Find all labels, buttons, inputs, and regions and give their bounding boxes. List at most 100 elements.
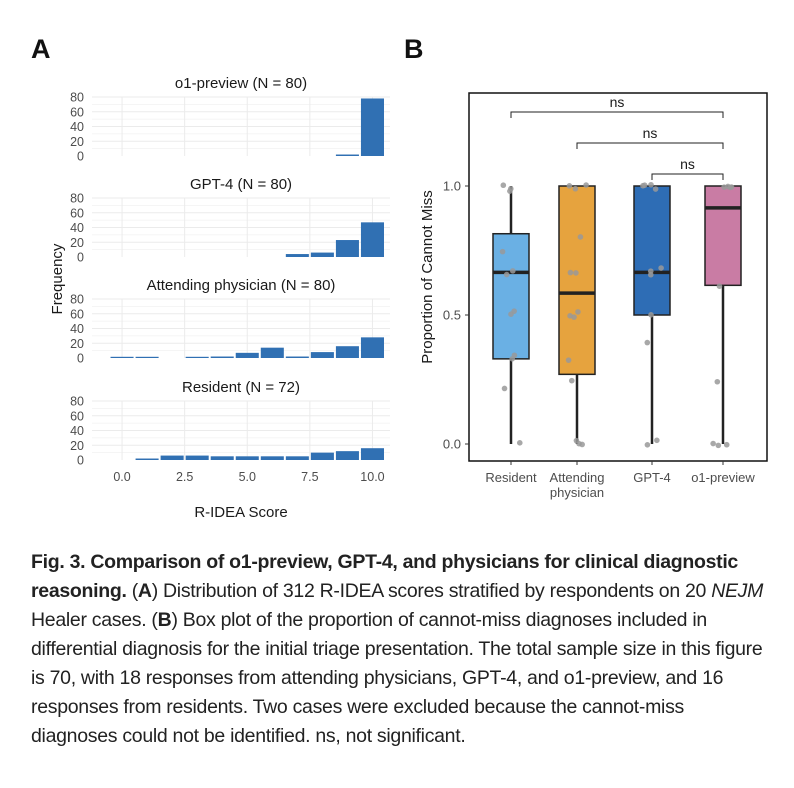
- caption-a-pre: (: [126, 580, 139, 602]
- significance-bracket: [576, 142, 724, 149]
- histogram-bar: [335, 240, 359, 257]
- data-point: [647, 271, 654, 278]
- data-point: [566, 183, 573, 189]
- y-tick-label: 60: [70, 409, 84, 423]
- data-point: [571, 314, 577, 320]
- x-tick-label: o1-preview: [691, 470, 755, 485]
- x-tick-label-line2: physician: [550, 485, 604, 500]
- data-point: [644, 339, 651, 346]
- histogram-bar: [285, 356, 309, 358]
- histogram-bar: [260, 456, 284, 460]
- data-point: [644, 441, 651, 448]
- data-point: [575, 309, 581, 315]
- y-tick-label: 0: [77, 454, 84, 468]
- histogram-bar: [335, 451, 359, 460]
- histogram-bar: [160, 455, 184, 460]
- box: [633, 185, 671, 316]
- y-tick-label: 40: [70, 221, 84, 235]
- histogram-bar: [310, 452, 334, 460]
- data-point: [648, 312, 654, 318]
- histogram-bar: [235, 456, 259, 460]
- histogram-bar: [360, 98, 384, 156]
- data-point: [716, 283, 723, 289]
- x-tick-label: 7.5: [301, 470, 318, 484]
- y-tick-label: 80: [70, 293, 84, 307]
- x-tick-label: Resident: [485, 470, 537, 485]
- box-group: [633, 181, 671, 448]
- significance-bracket: [651, 173, 724, 180]
- data-point: [508, 311, 514, 318]
- y-tick-label: 40: [70, 424, 84, 438]
- y-tick-label: 0: [77, 352, 84, 366]
- box: [492, 232, 530, 360]
- y-axis-label: Proportion of Cannot Miss: [419, 190, 436, 363]
- x-tick-label: Attending: [550, 470, 605, 485]
- data-point: [654, 437, 660, 444]
- data-point: [648, 181, 654, 188]
- caption-a-label: A: [137, 580, 152, 602]
- data-point: [503, 271, 510, 278]
- y-tick-label: 40: [70, 120, 84, 134]
- histogram-bar: [135, 458, 159, 460]
- y-tick-label: 80: [70, 192, 84, 206]
- data-point: [715, 442, 722, 449]
- data-point: [509, 268, 516, 274]
- y-tick-label: 20: [70, 337, 84, 351]
- histogram-bar: [335, 346, 359, 358]
- data-point: [516, 440, 523, 446]
- histogram-bar: [310, 352, 334, 358]
- box-group: [558, 182, 596, 448]
- histogram-bar: [285, 456, 309, 460]
- data-point: [652, 186, 659, 192]
- data-point: [501, 385, 508, 392]
- y-tick-label: 20: [70, 439, 84, 453]
- y-tick-label: 0: [77, 251, 84, 265]
- data-point: [714, 378, 721, 385]
- panel-label-b: B: [404, 34, 424, 64]
- histogram-panel-title: o1-preview (N = 80): [175, 75, 307, 92]
- x-axis-label: R-IDEA Score: [194, 504, 287, 521]
- box-group: [704, 183, 742, 449]
- data-point: [572, 185, 579, 192]
- histogram-bar: [210, 456, 234, 460]
- data-point: [507, 188, 513, 194]
- histogram-bar: [135, 356, 159, 358]
- boxplot-panel: 0.0 0.5 1.0 Proportion of Cannot Miss Reside…: [419, 92, 768, 500]
- data-point: [640, 182, 646, 189]
- y-tick-label: 60: [70, 307, 84, 321]
- histogram-bar: [110, 356, 134, 358]
- caption-title: Fig. 3. Comparison of o1-preview, GPT-4,…: [31, 551, 738, 602]
- data-point: [568, 377, 575, 384]
- histogram-bar: [335, 154, 359, 156]
- y-tick-label: 80: [70, 91, 84, 105]
- y-tick-label: 1.0: [443, 179, 461, 194]
- data-point: [579, 441, 585, 448]
- caption-a-text2: Healer cases. (: [31, 609, 158, 631]
- histogram-panel-title: Resident (N = 72): [182, 379, 300, 396]
- y-tick-label: 40: [70, 322, 84, 336]
- caption-a-text: ) Distribution of 312 R-IDEA scores stra…: [151, 580, 712, 602]
- x-tick-label: 5.0: [239, 470, 256, 484]
- box-group: [492, 182, 530, 446]
- significance-bracket: [510, 111, 724, 118]
- histogram-bar: [260, 347, 284, 358]
- box: [704, 185, 742, 287]
- data-point: [723, 441, 730, 448]
- y-tick-label: 0.0: [443, 437, 461, 452]
- caption-journal: NEJM: [711, 580, 764, 602]
- x-tick-label: 0.0: [113, 470, 130, 484]
- histogram-bar: [185, 356, 209, 358]
- y-tick-label: 20: [70, 135, 84, 149]
- histogram-bar: [360, 448, 384, 460]
- significance-label: ns: [680, 156, 695, 172]
- data-point: [567, 269, 574, 276]
- x-tick-label: 10.0: [360, 470, 384, 484]
- data-point: [565, 357, 572, 363]
- data-point: [509, 356, 516, 362]
- histogram-bar: [235, 352, 259, 358]
- histogram-panel-title: GPT-4 (N = 80): [190, 176, 292, 193]
